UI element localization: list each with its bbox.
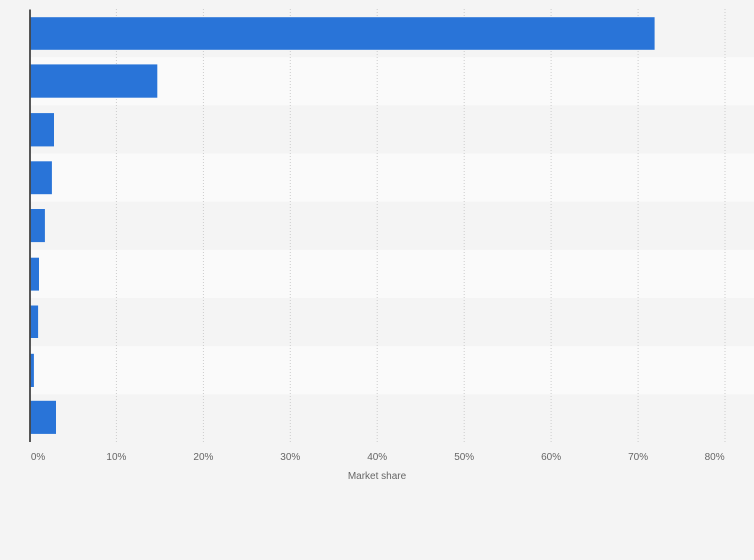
svg-text:70%: 70% [628,452,648,463]
svg-text:40%: 40% [367,452,387,463]
svg-text:80%: 80% [705,452,725,463]
svg-text:50%: 50% [454,452,474,463]
svg-text:0%: 0% [31,452,46,463]
svg-text:10%: 10% [106,452,126,463]
svg-text:20%: 20% [193,452,213,463]
svg-text:Market share: Market share [348,471,407,482]
svg-text:30%: 30% [280,452,300,463]
svg-text:60%: 60% [541,452,561,463]
